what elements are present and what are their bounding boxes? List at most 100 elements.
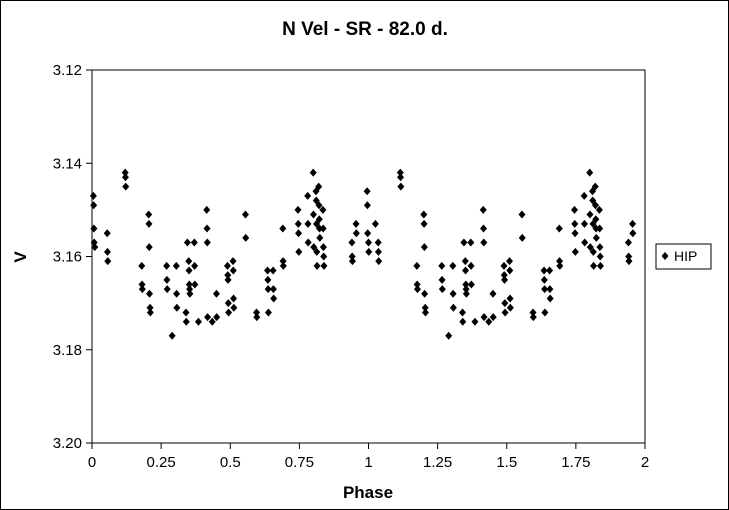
- data-point: [315, 201, 323, 210]
- data-point: [555, 224, 563, 233]
- data-points: [89, 168, 637, 340]
- data-point: [264, 285, 272, 294]
- data-point: [103, 229, 111, 238]
- data-point: [467, 238, 475, 247]
- data-point: [194, 317, 202, 326]
- data-point: [309, 210, 317, 219]
- data-point: [310, 243, 318, 252]
- data-point: [571, 247, 579, 256]
- legend: HIP: [655, 243, 712, 270]
- x-tick-label: 0.5: [220, 454, 241, 471]
- data-point: [264, 308, 272, 317]
- data-point: [546, 285, 554, 294]
- data-point: [624, 238, 632, 247]
- data-point: [397, 173, 405, 182]
- data-point: [592, 233, 600, 242]
- data-point: [121, 173, 129, 182]
- data-point: [182, 308, 190, 317]
- data-point: [459, 317, 467, 326]
- data-point: [540, 266, 548, 275]
- data-point: [467, 261, 475, 270]
- data-point: [315, 182, 323, 191]
- data-point: [304, 238, 312, 247]
- data-point: [295, 229, 303, 238]
- data-point: [541, 308, 549, 317]
- data-point: [413, 261, 421, 270]
- data-point: [203, 224, 211, 233]
- data-point: [295, 247, 303, 256]
- data-point: [480, 313, 488, 322]
- data-point: [212, 289, 220, 298]
- y-axis: 3.12 3.14 3.16 3.18 3.20: [53, 62, 92, 452]
- data-point: [586, 210, 594, 219]
- data-point: [541, 285, 549, 294]
- data-point: [467, 280, 475, 289]
- data-point: [460, 238, 468, 247]
- y-tick-label: 3.12: [53, 62, 82, 79]
- y-tick-label: 3.16: [53, 249, 82, 266]
- data-point: [506, 294, 514, 303]
- data-point: [145, 210, 153, 219]
- data-point: [592, 224, 600, 233]
- data-point: [163, 285, 171, 294]
- data-point: [163, 261, 171, 270]
- data-point: [518, 233, 526, 242]
- data-point: [279, 224, 287, 233]
- data-point: [348, 238, 356, 247]
- plot-area: [91, 69, 646, 444]
- data-point: [365, 247, 373, 256]
- data-point: [506, 257, 514, 266]
- data-point: [625, 252, 633, 261]
- data-point: [396, 168, 404, 177]
- data-point: [294, 205, 302, 214]
- data-point: [264, 275, 272, 284]
- data-point: [122, 182, 130, 191]
- data-point: [224, 271, 232, 280]
- data-point: [413, 285, 421, 294]
- data-point: [438, 285, 446, 294]
- data-point: [506, 266, 514, 275]
- data-point: [186, 285, 194, 294]
- data-point: [145, 243, 153, 252]
- data-point: [363, 187, 371, 196]
- data-point: [279, 257, 287, 266]
- data-point: [596, 243, 604, 252]
- data-point: [91, 243, 99, 252]
- data-point: [421, 303, 429, 312]
- data-point: [489, 289, 497, 298]
- data-point: [556, 257, 564, 266]
- data-point: [224, 299, 232, 308]
- data-point: [204, 313, 212, 322]
- y-tick-label: 3.14: [53, 155, 82, 172]
- data-point: [591, 182, 599, 191]
- data-point: [348, 257, 356, 266]
- data-point: [479, 205, 487, 214]
- data-point: [501, 275, 509, 284]
- data-point: [592, 201, 600, 210]
- legend-marker-diamond-icon: [661, 252, 669, 260]
- data-point: [546, 294, 554, 303]
- data-point: [304, 191, 312, 200]
- data-point: [138, 285, 146, 294]
- data-point: [501, 299, 509, 308]
- data-point: [438, 261, 446, 270]
- data-point: [500, 271, 508, 280]
- data-point: [352, 219, 360, 228]
- data-point: [309, 168, 317, 177]
- data-point: [413, 280, 421, 289]
- data-point: [121, 168, 129, 177]
- data-point: [438, 275, 446, 284]
- data-point: [319, 243, 327, 252]
- x-tick-label: 1: [364, 454, 372, 471]
- data-point: [270, 294, 278, 303]
- data-point: [294, 219, 302, 228]
- data-point: [462, 266, 470, 275]
- data-point: [471, 317, 479, 326]
- data-point: [315, 215, 323, 224]
- data-point: [397, 182, 405, 191]
- data-point: [313, 247, 321, 256]
- data-point: [190, 238, 198, 247]
- data-point: [586, 243, 594, 252]
- data-point: [586, 168, 594, 177]
